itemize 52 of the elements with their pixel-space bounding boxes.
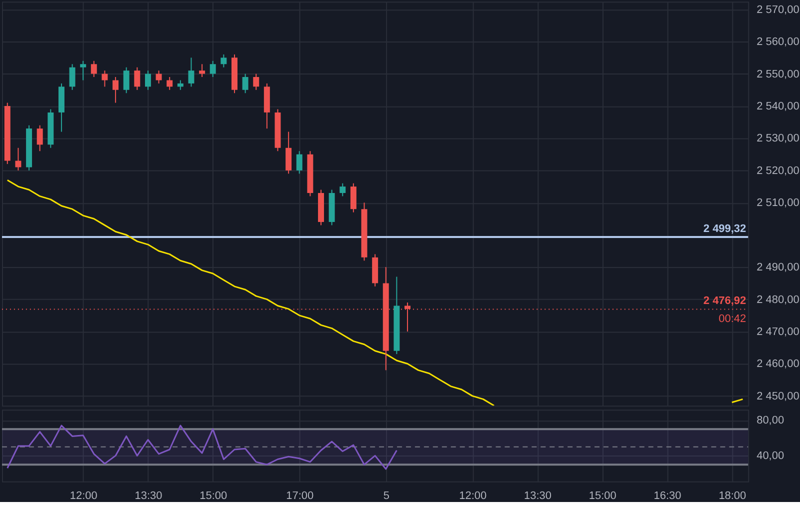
candlestick: [90, 60, 97, 78]
candlestick: [286, 131, 292, 174]
x-tick-label: 5: [383, 490, 390, 502]
candlestick: [112, 76, 119, 104]
x-tick-label: 13:30: [134, 490, 162, 502]
candlestick: [177, 80, 184, 90]
candlestick: [210, 60, 216, 78]
candlestick: [102, 70, 108, 88]
y-tick-label: 2 490,00: [756, 262, 800, 274]
x-tick-label: 15:00: [588, 490, 616, 502]
candlestick: [296, 150, 302, 174]
y-tick-label: 2 470,00: [756, 326, 800, 338]
x-tick-label: 16:30: [654, 490, 682, 502]
y-tick-label: 2 510,00: [756, 197, 800, 210]
candlestick: [242, 73, 248, 94]
candlestick: [36, 124, 43, 152]
y-tick-label: 2 480,00: [756, 294, 800, 306]
candlestick: [340, 182, 346, 197]
candlestick: [80, 60, 86, 81]
y-tick-label: 2 560,00: [756, 36, 800, 48]
y-tick-label: 2 550,00: [756, 68, 800, 80]
y-tick-label: 80,00: [756, 414, 784, 427]
annotation: 00:42: [718, 313, 746, 326]
candlestick: [253, 73, 260, 90]
candlestick: [350, 182, 356, 213]
x-tick-label: 12:00: [70, 490, 98, 502]
candlestick: [134, 66, 140, 90]
x-tick-label: 17:00: [286, 490, 314, 502]
line-series: [6, 424, 398, 470]
y-tick-label: 2 540,00: [756, 100, 800, 112]
candlestick: [188, 57, 194, 88]
x-tick-label: 13:30: [524, 490, 552, 502]
candlestick: [15, 147, 22, 171]
x-tick-label: 18:00: [718, 490, 746, 502]
candlestick: [69, 64, 76, 90]
ref-line-label: 2 499,32: [703, 223, 746, 236]
candlestick: [220, 54, 227, 68]
line-series: [6, 179, 495, 406]
candlestick: [199, 64, 206, 78]
ref-line-label: 2 476,92: [703, 295, 746, 308]
y-tick-label: 40,00: [756, 450, 784, 462]
x-tick-label: 15:00: [200, 490, 228, 502]
candlestick: [144, 70, 151, 90]
y-tick-label: 2 530,00: [756, 132, 800, 145]
y-tick-label: 2 520,00: [756, 164, 800, 177]
y-tick-label: 2 570,00: [756, 4, 800, 16]
y-tick-label: 2 460,00: [756, 358, 800, 370]
x-tick-label: 12:00: [459, 490, 487, 502]
y-tick-label: 2 450,00: [756, 390, 800, 402]
candlestick: [123, 66, 130, 94]
candlestick: [166, 76, 173, 90]
candlestick: [156, 70, 162, 84]
